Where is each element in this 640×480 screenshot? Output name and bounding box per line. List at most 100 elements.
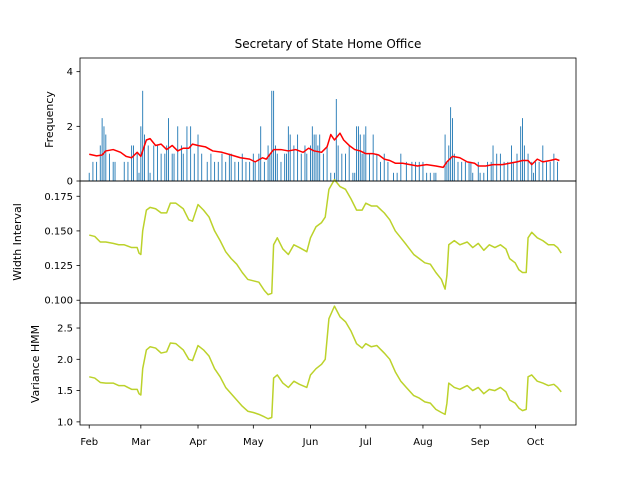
frequency-bar <box>221 153 223 181</box>
frequency-bar <box>533 172 535 181</box>
frequency-bar <box>354 172 356 181</box>
frequency-bar <box>260 126 262 181</box>
frequency-bar <box>123 161 125 181</box>
frequency-bar <box>356 126 358 181</box>
frequency-bar <box>160 153 162 181</box>
frequency-bar <box>315 134 317 181</box>
frequency-bar <box>190 126 192 181</box>
frequency-bar <box>304 145 306 181</box>
x-tick-label: Jul <box>359 437 372 448</box>
frequency-bar <box>453 153 455 181</box>
frequency-bar <box>483 172 485 181</box>
frequency-bar <box>166 145 168 181</box>
frequency-bar <box>487 161 488 181</box>
width-interval-y-label: Width Interval <box>11 203 24 281</box>
frequency-bar <box>411 161 413 181</box>
frequency-bar <box>131 145 133 181</box>
frequency-bar <box>234 161 236 181</box>
width-interval-y-tick-label: 0.150 <box>44 226 73 237</box>
frequency-bar <box>310 145 311 181</box>
variance-hmm-marks <box>89 305 562 420</box>
width-interval-y-tick-label: 0.125 <box>44 261 73 272</box>
frequency-bar <box>549 161 551 181</box>
frequency-bar <box>127 161 129 181</box>
frequency-bar <box>182 153 184 181</box>
frequency-bar <box>276 153 278 181</box>
frequency-bar <box>112 161 114 181</box>
x-tick-label: Aug <box>413 437 433 448</box>
frequency-bar <box>99 145 101 181</box>
frequency-bar <box>457 161 459 181</box>
frequency-marks <box>88 90 560 181</box>
frequency-bar <box>105 134 107 181</box>
frequency-bar <box>415 161 417 181</box>
frequency-bar <box>499 153 501 181</box>
frequency-bar <box>387 161 389 181</box>
x-axis: Feb Mar Apr May Jun Jul Aug Sep Oct <box>80 425 544 448</box>
width-interval-y-tick-label: 0.100 <box>44 296 73 307</box>
frequency-bar <box>156 145 158 181</box>
frequency-bar <box>109 153 110 181</box>
frequency-y-tick-label: 4 <box>67 67 73 78</box>
frequency-bar <box>317 145 319 181</box>
frequency-bar <box>241 153 243 181</box>
frequency-bar <box>461 161 463 181</box>
frequency-bar <box>258 153 260 181</box>
frequency-line <box>89 132 560 169</box>
frequency-bar <box>114 161 116 181</box>
frequency-bar <box>289 134 291 181</box>
frequency-bar <box>286 153 287 181</box>
frequency-bar <box>238 161 240 181</box>
frequency-bar <box>197 134 199 181</box>
frequency-bar <box>507 161 509 181</box>
frequency-bar <box>361 153 363 181</box>
frequency-y-tick-label: 0 <box>67 177 73 188</box>
frequency-bar <box>472 172 474 181</box>
frequency-bar <box>186 126 188 181</box>
frequency-bar <box>193 153 195 181</box>
x-tick-label: Apr <box>189 437 207 448</box>
frequency-bar <box>92 161 94 181</box>
frequency-bar <box>300 153 302 181</box>
frequency-bar <box>311 126 313 181</box>
frequency-bar <box>429 172 431 181</box>
frequency-bar <box>380 161 381 181</box>
variance-hmm-panel: 1.0 1.5 2.0 2.5 Variance HMM <box>29 302 577 428</box>
frequency-bar <box>448 145 450 181</box>
frequency-bar <box>330 172 332 181</box>
variance-hmm-line <box>89 305 562 420</box>
frequency-bar <box>284 153 286 181</box>
width-interval-panel: 0.100 0.125 0.150 0.175 Width Interval <box>11 178 577 307</box>
frequency-bar <box>557 161 559 181</box>
frequency-bar <box>341 153 343 181</box>
frequency-bar <box>405 161 407 181</box>
frequency-bar <box>553 153 555 181</box>
frequency-bar <box>520 126 522 181</box>
frequency-bar <box>171 153 173 181</box>
frequency-bar <box>138 172 140 181</box>
frequency-bar <box>293 145 295 181</box>
frequency-bar <box>252 153 254 181</box>
frequency-bar <box>228 153 230 181</box>
frequency-bar <box>147 145 149 181</box>
width-interval-y-ticks: 0.100 0.125 0.150 0.175 <box>44 192 80 307</box>
frequency-y-label: Frequency <box>43 91 56 148</box>
frequency-bar <box>245 161 247 181</box>
frequency-bar <box>464 161 466 181</box>
frequency-bar <box>225 161 227 181</box>
frequency-bar <box>492 145 494 181</box>
frequency-bar <box>396 172 398 181</box>
frequency-bar <box>297 134 299 181</box>
x-tick-label: May <box>243 437 264 448</box>
frequency-bar <box>359 134 361 181</box>
frequency-bar <box>173 153 175 181</box>
variance-hmm-axes-frame <box>79 302 577 426</box>
x-tick-label: Sep <box>471 437 490 448</box>
width-interval-marks <box>89 178 562 296</box>
frequency-bar <box>369 153 370 181</box>
variance-hmm-y-ticks: 1.0 1.5 2.0 2.5 <box>57 324 80 428</box>
frequency-bar <box>352 172 354 181</box>
frequency-bar <box>422 161 424 181</box>
frequency-bar <box>523 145 525 181</box>
